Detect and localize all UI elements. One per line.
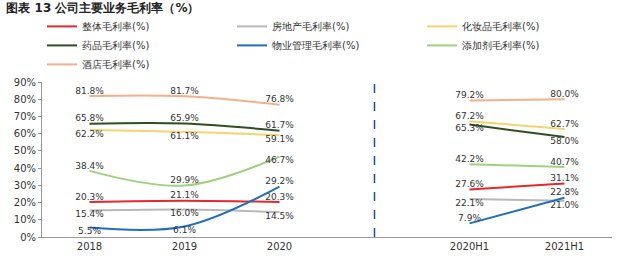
svg-text:21.1%: 21.1% <box>170 190 199 200</box>
svg-text:药品毛利率(%): 药品毛利率(%) <box>82 40 149 51</box>
svg-text:38.4%: 38.4% <box>75 161 104 171</box>
svg-text:81.8%: 81.8% <box>75 86 104 96</box>
svg-text:65.3%: 65.3% <box>455 123 484 133</box>
svg-text:31.1%: 31.1% <box>550 173 579 183</box>
svg-text:61.1%: 61.1% <box>170 131 199 141</box>
svg-text:58.0%: 58.0% <box>550 136 579 146</box>
svg-text:化妆品毛利率(%): 化妆品毛利率(%) <box>462 21 539 32</box>
svg-text:14.5%: 14.5% <box>265 211 294 221</box>
svg-text:22.8%: 22.8% <box>550 187 579 197</box>
svg-text:76.8%: 76.8% <box>265 94 294 104</box>
svg-text:90%: 90% <box>14 77 36 88</box>
svg-text:6.1%: 6.1% <box>173 225 196 235</box>
svg-text:酒店毛利率(%): 酒店毛利率(%) <box>82 59 149 70</box>
svg-text:图表 13 公司主要业务毛利率（%）: 图表 13 公司主要业务毛利率（%） <box>6 1 199 15</box>
svg-text:29.9%: 29.9% <box>170 175 199 185</box>
svg-text:27.6%: 27.6% <box>455 179 484 189</box>
svg-text:2021H1: 2021H1 <box>545 241 584 252</box>
svg-text:65.8%: 65.8% <box>75 113 104 123</box>
svg-text:80%: 80% <box>14 94 36 105</box>
svg-text:67.2%: 67.2% <box>455 111 484 121</box>
svg-text:46.7%: 46.7% <box>265 155 294 165</box>
svg-text:81.7%: 81.7% <box>170 86 199 96</box>
svg-text:29.2%: 29.2% <box>265 176 294 186</box>
svg-text:65.9%: 65.9% <box>170 113 199 123</box>
svg-text:5.5%: 5.5% <box>78 226 101 236</box>
svg-text:70%: 70% <box>14 111 36 122</box>
svg-text:整体毛利率(%): 整体毛利率(%) <box>82 21 149 32</box>
svg-text:60%: 60% <box>14 128 36 139</box>
svg-text:0%: 0% <box>20 232 36 243</box>
svg-text:20.3%: 20.3% <box>265 192 294 202</box>
svg-text:20.3%: 20.3% <box>75 192 104 202</box>
svg-text:2018: 2018 <box>77 241 102 252</box>
svg-text:7.9%: 7.9% <box>458 213 481 223</box>
svg-text:59.1%: 59.1% <box>265 134 294 144</box>
svg-text:房地产毛利率(%): 房地产毛利率(%) <box>272 21 349 32</box>
svg-text:16.0%: 16.0% <box>170 208 199 218</box>
svg-text:物业管理毛利率(%): 物业管理毛利率(%) <box>272 40 359 51</box>
svg-text:10%: 10% <box>14 214 36 225</box>
svg-text:61.7%: 61.7% <box>265 120 294 130</box>
svg-text:22.1%: 22.1% <box>455 198 484 208</box>
svg-text:21.0%: 21.0% <box>550 200 579 210</box>
svg-text:42.2%: 42.2% <box>455 154 484 164</box>
svg-text:2020: 2020 <box>267 241 292 252</box>
svg-text:79.2%: 79.2% <box>455 90 484 100</box>
svg-text:15.4%: 15.4% <box>75 209 104 219</box>
svg-text:2019: 2019 <box>172 241 197 252</box>
svg-text:62.7%: 62.7% <box>550 119 579 129</box>
svg-text:62.2%: 62.2% <box>75 129 104 139</box>
svg-text:50%: 50% <box>14 145 36 156</box>
svg-text:30%: 30% <box>14 180 36 191</box>
svg-text:2020H1: 2020H1 <box>450 241 489 252</box>
svg-text:40%: 40% <box>14 163 36 174</box>
svg-text:添加剂毛利率(%): 添加剂毛利率(%) <box>462 40 539 51</box>
svg-text:80.0%: 80.0% <box>550 89 579 99</box>
svg-text:40.7%: 40.7% <box>550 157 579 167</box>
svg-text:20%: 20% <box>14 197 36 208</box>
